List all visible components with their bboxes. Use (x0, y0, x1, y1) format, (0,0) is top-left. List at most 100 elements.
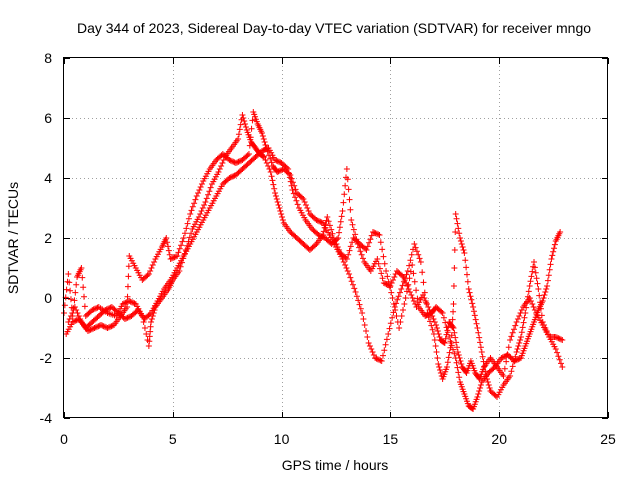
data-point (423, 299, 430, 306)
data-point (507, 337, 514, 343)
data-point (279, 217, 286, 223)
data-point (163, 235, 170, 241)
data-point (277, 208, 284, 214)
data-point (551, 245, 558, 252)
data-point (370, 352, 377, 358)
data-point (542, 325, 549, 331)
data-point (219, 160, 226, 166)
data-point (351, 285, 358, 292)
data-point (498, 355, 505, 361)
data-point (508, 368, 515, 375)
data-point (244, 152, 251, 159)
data-point (339, 256, 346, 262)
data-point (552, 346, 559, 352)
data-point (103, 306, 110, 313)
data-point (260, 147, 267, 154)
data-point (228, 173, 235, 180)
data-point (391, 274, 398, 280)
data-point (379, 246, 386, 253)
data-point (552, 334, 559, 340)
data-point (145, 271, 152, 277)
data-point (510, 358, 517, 365)
data-point (302, 202, 309, 208)
data-point (201, 202, 208, 208)
data-point (368, 232, 375, 239)
data-point (530, 304, 537, 310)
data-point (270, 181, 277, 188)
data-point (349, 239, 356, 246)
data-point (536, 292, 543, 299)
data-point (355, 297, 362, 304)
data-point (486, 385, 493, 391)
data-point (372, 355, 379, 361)
data-point (235, 158, 242, 165)
data-point (556, 335, 563, 342)
data-point (144, 272, 151, 279)
data-point (457, 235, 464, 241)
data-point (227, 174, 234, 181)
data-point (166, 251, 173, 258)
data-point (504, 351, 511, 358)
x-tick-label: 15 (383, 431, 399, 447)
data-point (203, 195, 210, 202)
data-point (91, 305, 98, 312)
data-point (406, 262, 413, 269)
data-point (374, 356, 381, 363)
y-tick-label: 4 (44, 170, 52, 186)
data-point (551, 241, 558, 248)
data-point (146, 311, 153, 318)
data-point (324, 214, 331, 220)
data-point (364, 243, 371, 250)
data-point (123, 315, 130, 322)
data-point (404, 283, 411, 289)
data-point (108, 323, 115, 330)
data-point (99, 322, 106, 329)
data-point (179, 238, 186, 245)
data-point (90, 325, 97, 332)
data-point (545, 272, 552, 279)
data-point (405, 286, 412, 292)
data-point (433, 325, 440, 331)
data-point (366, 343, 373, 349)
data-point (164, 239, 171, 246)
data-point (141, 325, 148, 331)
data-point (165, 243, 172, 250)
data-point (452, 211, 459, 217)
data-point (143, 331, 150, 337)
data-point (236, 126, 243, 133)
data-point (376, 232, 383, 238)
data-point (199, 205, 206, 211)
data-point (412, 244, 419, 251)
data-point (317, 218, 324, 225)
data-point (471, 312, 478, 319)
data-point (469, 300, 476, 307)
x-tick-label: 10 (274, 431, 290, 447)
data-point (266, 166, 273, 172)
data-point (391, 304, 398, 310)
data-point (375, 260, 382, 267)
data-point (344, 176, 351, 183)
data-point (388, 289, 395, 296)
data-point (275, 168, 282, 175)
data-point (301, 199, 308, 205)
data-point (527, 278, 534, 285)
data-point (325, 218, 332, 225)
data-point (249, 117, 256, 124)
data-point (515, 343, 522, 349)
data-point (451, 247, 458, 253)
data-point (443, 331, 450, 338)
data-point (385, 331, 392, 337)
data-point (376, 265, 383, 272)
data-point (501, 365, 508, 372)
data-point (441, 340, 448, 346)
data-point (73, 317, 80, 324)
series-arc-1 (61, 112, 564, 412)
data-point (126, 298, 133, 304)
data-point (382, 280, 389, 287)
data-point (94, 323, 101, 330)
data-point (352, 289, 359, 295)
data-point (81, 303, 88, 310)
data-point (344, 268, 351, 274)
data-point (434, 355, 441, 361)
data-point (74, 310, 81, 316)
